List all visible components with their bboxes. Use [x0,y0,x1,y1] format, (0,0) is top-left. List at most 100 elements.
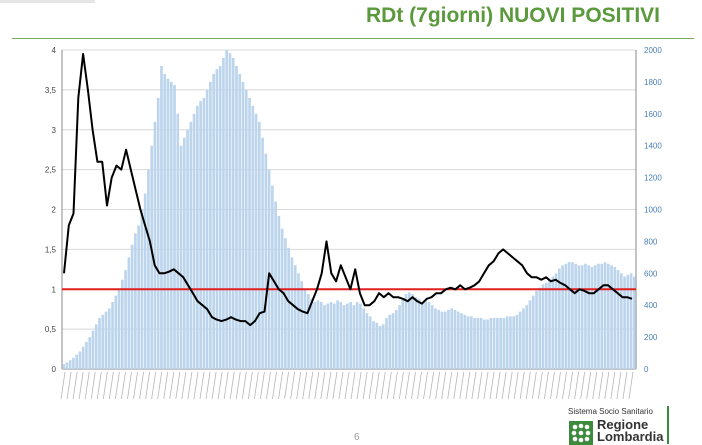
bar [222,57,225,369]
bar [610,265,613,369]
bar [486,319,489,369]
right-tick-label: 600 [644,269,658,278]
bar [443,311,447,369]
bar [124,270,127,369]
x-tick-mark [628,371,634,400]
bar [626,274,630,369]
x-tick-mark [580,371,586,400]
x-tick-mark [543,371,549,400]
bar [332,303,336,369]
bar [558,268,561,369]
page-number: 6 [354,432,360,443]
bar [531,295,535,369]
bar [421,302,424,369]
bar [231,57,235,369]
right-tick-label: 1400 [644,142,662,151]
x-tick-mark [411,371,416,400]
x-tick-mark [253,371,259,400]
logo-name: Regione Lombardia [597,417,663,443]
bar [564,263,568,369]
x-tick-mark [398,371,404,400]
bar [398,305,401,369]
bar [182,137,186,369]
bar [577,265,581,369]
bar [466,316,470,369]
left-tick-label: 0,5 [45,325,57,334]
x-tick-mark [598,371,604,400]
x-tick-mark [447,371,453,400]
bar [378,325,382,369]
bar [600,263,604,369]
right-tick-label: 1800 [644,78,662,87]
bar [81,346,85,369]
bar [192,113,196,369]
bar [306,294,310,369]
left-tick-label: 4 [52,46,57,55]
left-tick-label: 2 [52,206,57,215]
bar [512,316,516,369]
x-tick-mark [417,371,422,400]
bar [518,311,522,369]
bar [502,317,506,369]
bar [597,263,600,369]
bar [101,314,105,369]
x-tick-mark [127,371,132,400]
x-tick-mark [465,371,471,400]
bar [336,300,339,369]
bar [473,317,476,369]
x-tick-mark [169,371,175,400]
bar [290,257,294,369]
x-tick-mark [568,371,573,400]
bar [492,317,496,369]
bar [394,309,398,369]
bar [215,69,219,369]
x-tick-mark [241,371,247,400]
bar [381,324,385,369]
bar [316,300,320,369]
bar [584,263,587,369]
bar [629,273,633,369]
bar [202,97,206,369]
x-tick-mark [429,371,434,400]
bar [300,281,304,369]
logo-subtitle: Sistema Socio Sanitario [568,407,653,416]
right-tick-label: 1000 [644,206,662,215]
bar [238,73,242,370]
right-tick-label: 0 [644,365,649,374]
x-tick-mark [229,371,235,400]
bar [460,313,463,369]
bar [134,233,137,369]
x-tick-mark [102,371,108,400]
x-tick-mark [193,371,199,400]
x-tick-mark [550,371,555,400]
right-tick-label: 1200 [644,174,662,183]
bar [352,305,356,369]
bar [593,265,597,369]
x-tick-mark [90,371,96,400]
logo-name-line1: Regione [597,417,649,432]
x-tick-mark [356,371,362,400]
bar [163,73,167,370]
x-tick-mark [483,371,489,400]
x-tick-mark [326,371,332,400]
bar [293,265,297,369]
bar [463,314,467,369]
x-tick-mark [320,371,326,400]
x-tick-mark [199,371,205,400]
left-tick-label: 3,5 [45,86,57,95]
logo-divider [667,406,669,444]
bar [91,330,95,369]
bar [212,73,215,370]
x-tick-mark [471,371,477,400]
x-tick-mark [537,371,543,400]
bar [499,317,502,369]
bar [616,270,620,369]
bar [414,297,418,369]
left-tick-label: 2,5 [45,166,57,175]
bar [166,78,170,370]
x-tick-mark [163,371,169,400]
x-tick-mark [247,371,253,400]
right-tick-label: 400 [644,301,658,310]
bar [346,303,349,369]
bar [440,311,444,369]
